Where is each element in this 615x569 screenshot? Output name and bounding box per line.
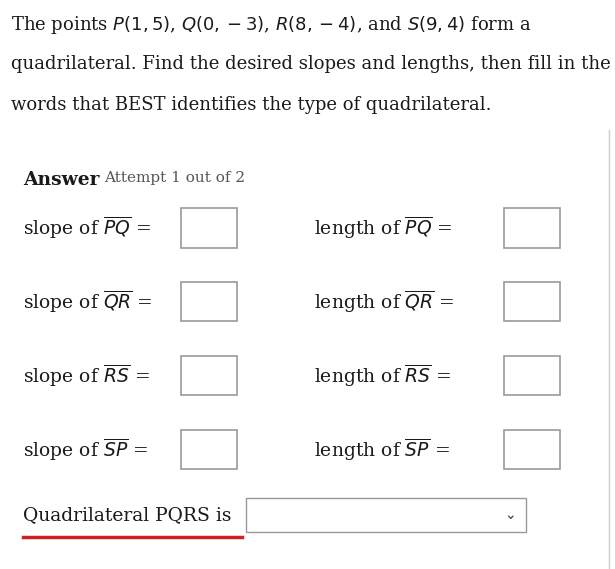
Bar bbox=[181, 356, 237, 395]
Text: slope of $\overline{PQ}$ =: slope of $\overline{PQ}$ = bbox=[23, 215, 151, 241]
Text: length of $\overline{RS}$ =: length of $\overline{RS}$ = bbox=[314, 362, 451, 389]
Text: Attempt 1 out of 2: Attempt 1 out of 2 bbox=[105, 171, 245, 185]
Text: Quadrilateral PQRS is: Quadrilateral PQRS is bbox=[23, 506, 232, 524]
Bar bbox=[504, 430, 560, 469]
Text: quadrilateral. Find the desired slopes and lengths, then fill in the: quadrilateral. Find the desired slopes a… bbox=[11, 55, 611, 73]
Text: slope of $\overline{QR}$ =: slope of $\overline{QR}$ = bbox=[23, 288, 153, 315]
Text: ⌄: ⌄ bbox=[505, 508, 516, 522]
Text: length of $\overline{PQ}$ =: length of $\overline{PQ}$ = bbox=[314, 215, 453, 241]
Bar bbox=[246, 498, 526, 532]
Bar bbox=[181, 208, 237, 248]
Text: The points $P(1, 5)$, $Q(0, -3)$, $R(8, -4)$, and $S(9, 4)$ form a: The points $P(1, 5)$, $Q(0, -3)$, $R(8, … bbox=[11, 14, 531, 36]
Bar bbox=[504, 356, 560, 395]
Text: slope of $\overline{RS}$ =: slope of $\overline{RS}$ = bbox=[23, 362, 150, 389]
Bar bbox=[504, 282, 560, 321]
Text: Answer: Answer bbox=[23, 171, 100, 189]
Text: slope of $\overline{SP}$ =: slope of $\overline{SP}$ = bbox=[23, 436, 148, 463]
Text: words that BEST identifies the type of quadrilateral.: words that BEST identifies the type of q… bbox=[11, 96, 491, 114]
Bar bbox=[181, 282, 237, 321]
Bar bbox=[504, 208, 560, 248]
Text: length of $\overline{QR}$ =: length of $\overline{QR}$ = bbox=[314, 288, 454, 315]
Bar bbox=[181, 430, 237, 469]
Text: length of $\overline{SP}$ =: length of $\overline{SP}$ = bbox=[314, 436, 450, 463]
